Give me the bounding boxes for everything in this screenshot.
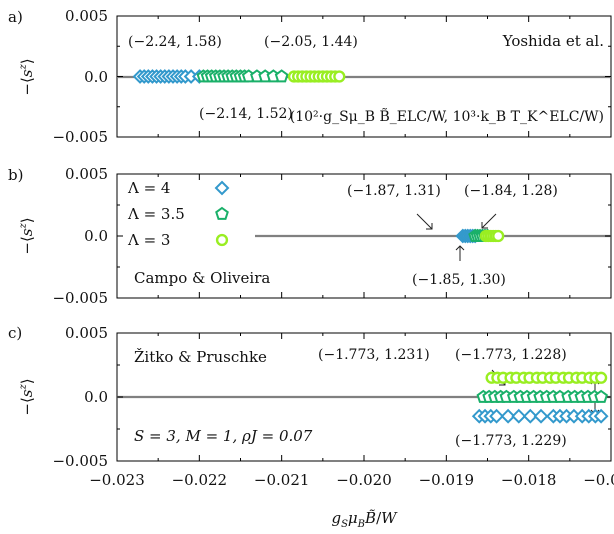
annotation-b-2: (−1.85, 1.30) bbox=[412, 272, 506, 288]
data-point-0-1-15 bbox=[274, 69, 289, 83]
y-axis-label-c: −⟨sz⟩ bbox=[18, 378, 36, 415]
arrow-b-0 bbox=[416, 213, 433, 230]
markers-c bbox=[116, 332, 612, 462]
data-point-2-0-4 bbox=[500, 408, 516, 424]
arrowhead-b-0 bbox=[426, 223, 433, 230]
legend-markers bbox=[214, 180, 230, 247]
formula-label-a: (10²·g_Sμ_B B̃_ELC/W, 10³·k_B T_K^ELC/W) bbox=[290, 107, 604, 125]
panel-label-b: b) bbox=[8, 166, 23, 184]
annotation-arrows-b bbox=[416, 213, 497, 261]
ytick-label-a-2: −0.005 bbox=[52, 128, 108, 146]
annotation-c-2: (−1.773, 1.229) bbox=[455, 433, 567, 449]
panel-b: b) 0.005 0.0 −0.005 −⟨sz⟩ Λ = 4 Λ = 3.5 … bbox=[8, 165, 612, 307]
x-axis-ticks: −0.023 −0.022 −0.021 −0.020 −0.019 −0.018 −0.0… bbox=[89, 471, 614, 489]
params-label-c: S = 3, M = 1, ρJ = 0.07 bbox=[134, 427, 313, 445]
legend-marker-2 bbox=[215, 233, 229, 247]
arrow-b-1 bbox=[481, 213, 497, 229]
annotation-b-0: (−1.87, 1.31) bbox=[347, 183, 441, 199]
annotation-c-0: (−1.773, 1.231) bbox=[318, 347, 430, 363]
legend-marker-0 bbox=[214, 180, 230, 196]
x-tick-label-4: −0.019 bbox=[419, 471, 475, 489]
data-point-2-1-18 bbox=[594, 389, 609, 403]
x-tick-label-3: −0.020 bbox=[336, 471, 392, 489]
annotation-b-1: (−1.84, 1.28) bbox=[464, 183, 558, 199]
ytick-label-b-1: 0.0 bbox=[84, 227, 108, 245]
ytick-label-b-0: 0.005 bbox=[65, 165, 108, 183]
annotation-a-1: (−2.05, 1.44) bbox=[264, 34, 358, 50]
markers-b bbox=[116, 173, 612, 299]
svg-text:−⟨sz⟩: −⟨sz⟩ bbox=[18, 217, 36, 254]
panel-c: c) 0.005 0.0 −0.005 −⟨sz⟩ Žitko & Prusch… bbox=[8, 324, 614, 530]
legend-b: Λ = 4 Λ = 3.5 Λ = 3 bbox=[127, 179, 230, 249]
x-axis-label: gSμBB̃/W bbox=[331, 509, 398, 530]
source-label-c: Žitko & Pruschke bbox=[134, 348, 267, 366]
x-tick-label-2: −0.021 bbox=[254, 471, 310, 489]
panel-a: a) 0.005 0.0 −0.005 −⟨sz⟩ (−2.24, 1.58) … bbox=[8, 7, 612, 146]
ytick-label-b-2: −0.005 bbox=[52, 289, 108, 307]
arrowhead-b-2 bbox=[455, 245, 465, 251]
x-tick-label-1: −0.022 bbox=[172, 471, 228, 489]
data-point-2-0-5 bbox=[511, 408, 527, 424]
data-point-2-0-6 bbox=[522, 408, 538, 424]
svg-text:−⟨sz⟩: −⟨sz⟩ bbox=[18, 378, 36, 415]
data-point-2-2-17 bbox=[595, 371, 608, 384]
annotation-a-0: (−2.24, 1.58) bbox=[128, 34, 222, 50]
legend-label-0: Λ = 4 bbox=[127, 179, 170, 197]
data-point-0-2-11 bbox=[333, 70, 346, 83]
data-point-2-0-15 bbox=[593, 408, 609, 424]
markers-a bbox=[116, 15, 612, 138]
legend-label-2: Λ = 3 bbox=[127, 231, 170, 249]
ytick-label-a-1: 0.0 bbox=[84, 68, 108, 86]
legend-marker-1 bbox=[215, 206, 229, 220]
data-point-1-2-5 bbox=[492, 229, 505, 243]
svg-text:−⟨sz⟩: −⟨sz⟩ bbox=[18, 58, 36, 95]
y-axis-label-b: −⟨sz⟩ bbox=[18, 217, 36, 254]
ytick-label-c-0: 0.005 bbox=[65, 324, 108, 342]
ytick-label-c-2: −0.005 bbox=[52, 452, 108, 470]
data-point-2-0-3 bbox=[489, 408, 504, 424]
x-tick-label-6: −0.017 bbox=[583, 471, 614, 489]
arrowhead-b-1 bbox=[481, 222, 488, 229]
legend-label-1: Λ = 3.5 bbox=[127, 205, 185, 223]
x-tick-label-5: −0.018 bbox=[501, 471, 557, 489]
y-axis-label-a: −⟨sz⟩ bbox=[18, 58, 36, 95]
x-tick-label-0: −0.023 bbox=[89, 471, 145, 489]
annotation-a-2: (−2.14, 1.52) bbox=[199, 106, 293, 122]
ytick-label-a-0: 0.005 bbox=[65, 7, 108, 25]
ytick-label-c-1: 0.0 bbox=[84, 388, 108, 406]
annotation-c-1: (−1.773, 1.228) bbox=[455, 347, 567, 363]
source-label-a: Yoshida et al. bbox=[502, 32, 604, 50]
source-label-b: Campo & Oliveira bbox=[134, 269, 270, 287]
svg-text:gSμBB̃/W: gSμBB̃/W bbox=[331, 509, 398, 530]
panel-label-a: a) bbox=[8, 8, 23, 26]
panel-label-c: c) bbox=[8, 324, 22, 342]
data-point-2-0-7 bbox=[533, 408, 549, 424]
